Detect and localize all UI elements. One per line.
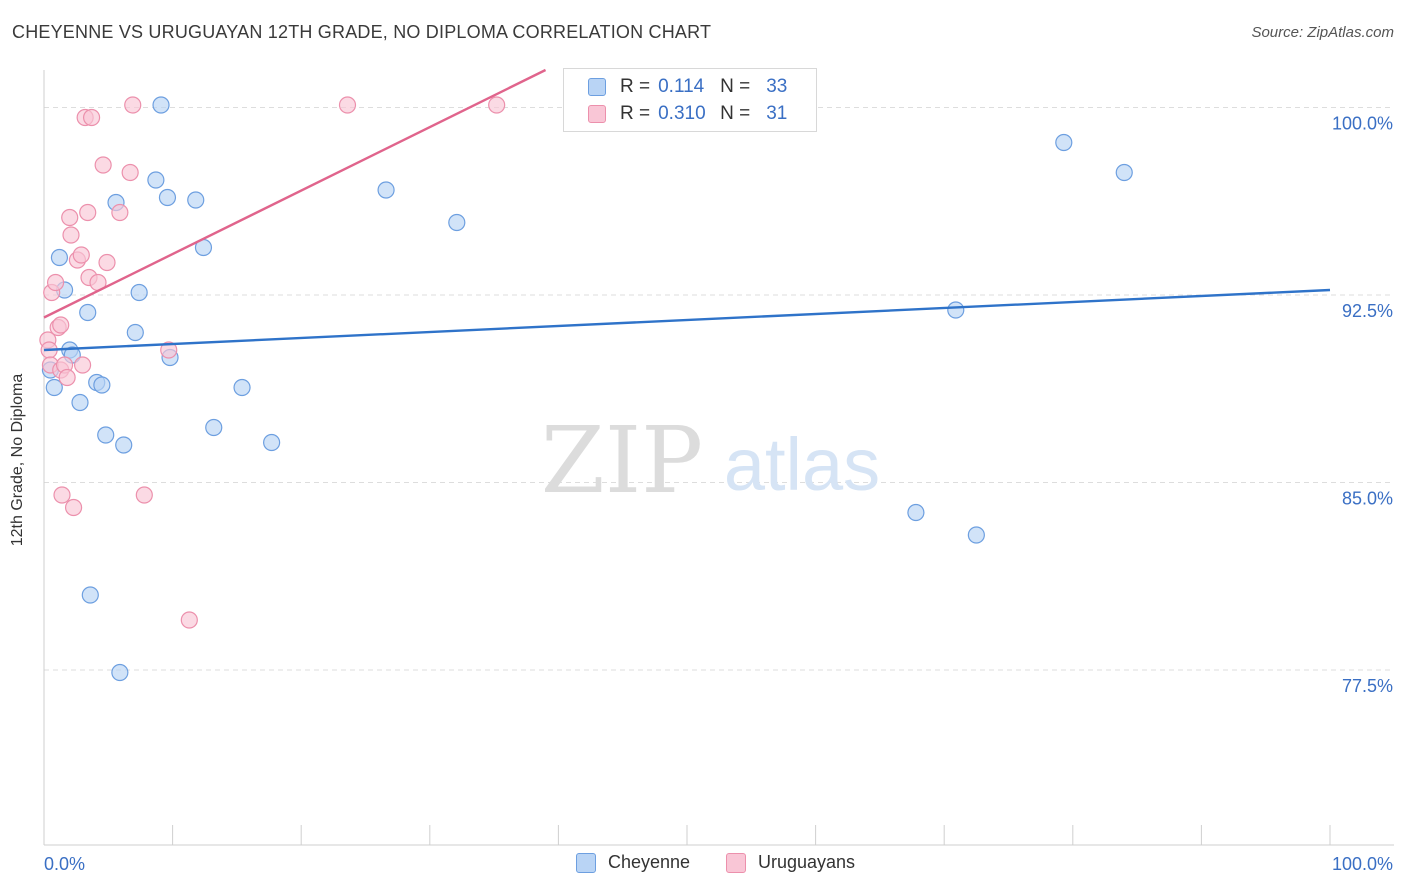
legend-swatch-uruguayans: [588, 105, 606, 123]
point-uruguayans: [135, 486, 153, 504]
series-label-cheyenne: Cheyenne: [608, 852, 691, 872]
point-uruguayans: [79, 203, 97, 222]
point-cheyenne: [187, 191, 205, 209]
grid-layer: [44, 107, 1394, 671]
point-uruguayans: [72, 246, 90, 264]
series-legend-cheyenne[interactable]: Cheyenne: [576, 852, 690, 873]
point-uruguayans: [52, 316, 70, 334]
legend-n-value: 33: [766, 76, 788, 97]
point-uruguayans: [124, 96, 142, 114]
legend-n-label: N =: [720, 103, 751, 124]
point-cheyenne: [130, 283, 148, 302]
y-axis-label: 12th Grade, No Diploma: [9, 373, 26, 547]
points-layer: [39, 96, 1133, 682]
trendline-cheyenne: [43, 288, 1331, 352]
legend-r-label: R =: [620, 103, 651, 124]
point-uruguayans: [98, 253, 116, 272]
stats-legend: R = 0.114 N = 33 R = 0.310 N = 31: [563, 68, 817, 132]
legend-n-label: N =: [720, 76, 751, 97]
point-cheyenne: [448, 213, 466, 232]
point-cheyenne: [45, 378, 63, 397]
point-cheyenne: [93, 376, 111, 394]
point-cheyenne: [263, 433, 281, 452]
legend-r-value: 0.114: [658, 76, 705, 97]
point-uruguayans: [62, 226, 80, 244]
trendline-uruguayans: [43, 68, 547, 319]
point-cheyenne: [967, 526, 985, 544]
point-cheyenne: [907, 503, 925, 522]
series-swatch-cheyenne: [576, 852, 596, 873]
watermark-atlas: atlas: [724, 423, 880, 506]
legend-row-cheyenne: R = 0.114 N = 33: [588, 75, 787, 99]
point-cheyenne: [205, 418, 223, 437]
point-cheyenne: [1115, 163, 1133, 182]
y-tick-label: 85.0%: [1342, 489, 1393, 509]
point-cheyenne: [111, 663, 129, 682]
legend-swatch-cheyenne: [588, 78, 606, 96]
series-legend: Cheyenne Uruguayans: [0, 852, 1406, 878]
point-cheyenne: [233, 378, 251, 397]
point-cheyenne: [50, 248, 69, 267]
legend-r-value: 0.310: [658, 103, 706, 124]
y-tick-label: 100.0%: [1332, 114, 1393, 134]
point-uruguayans: [111, 203, 129, 222]
point-uruguayans: [338, 96, 357, 114]
trend-layer: [43, 68, 1331, 352]
point-cheyenne: [947, 301, 965, 319]
point-cheyenne: [147, 171, 165, 189]
x-tick-label-max: 100.0%: [1332, 854, 1393, 874]
point-cheyenne: [377, 181, 395, 199]
point-uruguayans: [58, 368, 76, 387]
point-uruguayans: [61, 208, 79, 227]
tick-labels: 77.5% 85.0% 92.5% 100.0% 0.0% 100.0%: [44, 114, 1393, 875]
series-legend-uruguayans[interactable]: Uruguayans: [726, 852, 855, 873]
y-tick-label: 77.5%: [1342, 676, 1393, 696]
watermark: ZIP atlas: [541, 407, 880, 514]
point-uruguayans: [121, 163, 139, 182]
y-tick-label: 92.5%: [1342, 301, 1393, 321]
point-cheyenne: [97, 426, 115, 444]
series-swatch-uruguayans: [726, 852, 746, 873]
point-uruguayans: [94, 156, 112, 174]
watermark-zip: ZIP: [541, 407, 703, 514]
point-cheyenne: [71, 393, 89, 412]
legend-r-label: R =: [620, 76, 651, 97]
point-uruguayans: [160, 341, 178, 359]
point-uruguayans: [488, 96, 506, 114]
point-cheyenne: [126, 323, 144, 342]
axis-layer: [43, 70, 1394, 846]
point-uruguayans: [82, 108, 101, 127]
point-uruguayans: [73, 356, 92, 374]
legend-n-value: 31: [766, 103, 788, 124]
point-cheyenne: [81, 586, 99, 604]
series-label-uruguayans: Uruguayans: [758, 852, 856, 872]
chart-title: CHEYENNE VS URUGUAYAN 12TH GRADE, NO DIP…: [12, 22, 712, 42]
point-uruguayans: [64, 498, 83, 517]
point-uruguayans: [180, 611, 198, 629]
source-label: Source: ZipAtlas.com: [1251, 24, 1394, 41]
legend-row-uruguayans: R = 0.310 N = 31: [588, 102, 787, 126]
point-cheyenne: [1055, 133, 1073, 152]
point-cheyenne: [79, 303, 97, 322]
point-cheyenne: [158, 188, 177, 207]
x-tick-label-min: 0.0%: [44, 854, 85, 874]
point-uruguayans: [53, 486, 71, 504]
point-cheyenne: [152, 96, 170, 114]
point-cheyenne: [115, 436, 133, 454]
point-uruguayans: [46, 273, 65, 292]
